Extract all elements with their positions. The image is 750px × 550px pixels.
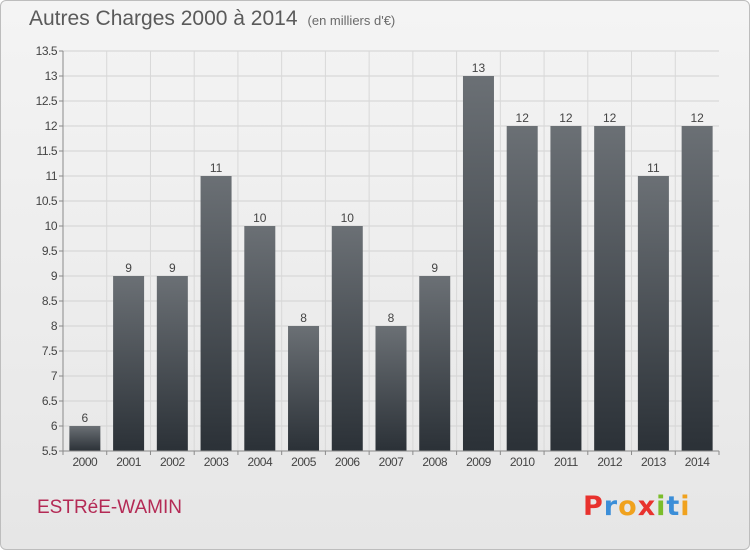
y-tick-label: 10.5 [36, 194, 58, 208]
x-tick-label: 2014 [685, 455, 711, 469]
bar [244, 226, 276, 451]
x-tick-label: 2012 [597, 455, 623, 469]
bar [637, 176, 669, 451]
bar-value-label: 12 [516, 111, 530, 125]
y-tick-label: 11.5 [37, 144, 58, 158]
place-name: ESTRéE-WAMIN [37, 497, 182, 518]
y-tick-label: 10 [45, 219, 58, 233]
bar-value-label: 11 [210, 161, 223, 175]
axis-layer: 5.5 6 6.5 7 7.5 8 8.5 9 9.5 10 10.5 11 11.5 12 12.5 13 1… [36, 44, 720, 469]
bar [375, 326, 407, 451]
chart-subtitle: (en milliers d'€) [307, 13, 396, 28]
bar [331, 226, 363, 451]
bar [288, 326, 320, 451]
x-tick-label: 2001 [116, 455, 142, 469]
y-tick-label: 7 [51, 369, 58, 383]
bar-layer: 6 9 9 11 10 8 10 8 9 13 12 12 12 11 12 [69, 61, 713, 451]
y-tick-label: 11 [46, 169, 58, 183]
logo-letter: x [637, 491, 657, 522]
logo-letter: P [583, 491, 604, 522]
bar-value-label: 9 [125, 261, 132, 275]
logo-letter: t [666, 491, 681, 522]
x-tick-label: 2002 [160, 455, 186, 469]
bar [506, 126, 538, 451]
logo-letter: r [603, 491, 619, 522]
x-tick-label: 2000 [73, 455, 99, 469]
proxiti-logo[interactable]: Proxiti [583, 491, 691, 522]
x-tick-label: 2007 [379, 455, 405, 469]
bar [113, 276, 145, 451]
x-tick-label: 2004 [247, 455, 273, 469]
y-tick-label: 7.5 [42, 344, 58, 358]
logo-letter: o [618, 491, 638, 522]
bar-value-label: 8 [300, 311, 307, 325]
bar-value-label: 12 [603, 111, 617, 125]
bar-value-label: 9 [431, 261, 438, 275]
x-tick-label: 2005 [291, 455, 317, 469]
y-tick-label: 6 [51, 419, 58, 433]
y-tick-label: 12.5 [36, 94, 58, 108]
bar [419, 276, 451, 451]
y-tick-label: 12 [45, 119, 58, 133]
y-tick-label: 8 [51, 319, 58, 333]
y-tick-label: 9.5 [42, 244, 58, 258]
y-tick-label: 13 [45, 69, 58, 83]
bar-value-label: 6 [82, 411, 89, 425]
bar [69, 426, 101, 451]
chart-title-text: Autres Charges 2000 à 2014 [29, 7, 298, 30]
bar [462, 76, 494, 451]
x-tick-label: 2011 [554, 455, 579, 469]
bar-value-label: 9 [169, 261, 176, 275]
bar-value-label: 12 [690, 111, 704, 125]
bar-value-label: 11 [647, 161, 660, 175]
bar [156, 276, 188, 451]
bar [200, 176, 232, 451]
bar-value-label: 10 [253, 211, 267, 225]
bar-value-label: 12 [559, 111, 573, 125]
y-tick-label: 8.5 [42, 294, 58, 308]
x-tick-label: 2009 [466, 455, 492, 469]
chart-title: Autres Charges 2000 à 2014 (en milliers d… [29, 7, 395, 31]
bar [681, 126, 713, 451]
x-tick-label: 2003 [204, 455, 230, 469]
x-tick-label: 2013 [641, 455, 667, 469]
logo-letter: i [656, 491, 667, 522]
x-tick-label: 2006 [335, 455, 361, 469]
x-tick-label: 2008 [422, 455, 448, 469]
y-tick-label: 5.5 [42, 444, 58, 458]
y-tick-label: 9 [51, 269, 58, 283]
bar [594, 126, 626, 451]
bar-value-label: 13 [472, 61, 486, 75]
y-tick-label: 13.5 [36, 44, 58, 58]
bar-value-label: 10 [341, 211, 355, 225]
y-tick-label: 6.5 [42, 394, 58, 408]
bar-value-label: 8 [388, 311, 395, 325]
logo-letter: i [680, 491, 691, 522]
bar [550, 126, 582, 451]
x-tick-label: 2010 [510, 455, 536, 469]
